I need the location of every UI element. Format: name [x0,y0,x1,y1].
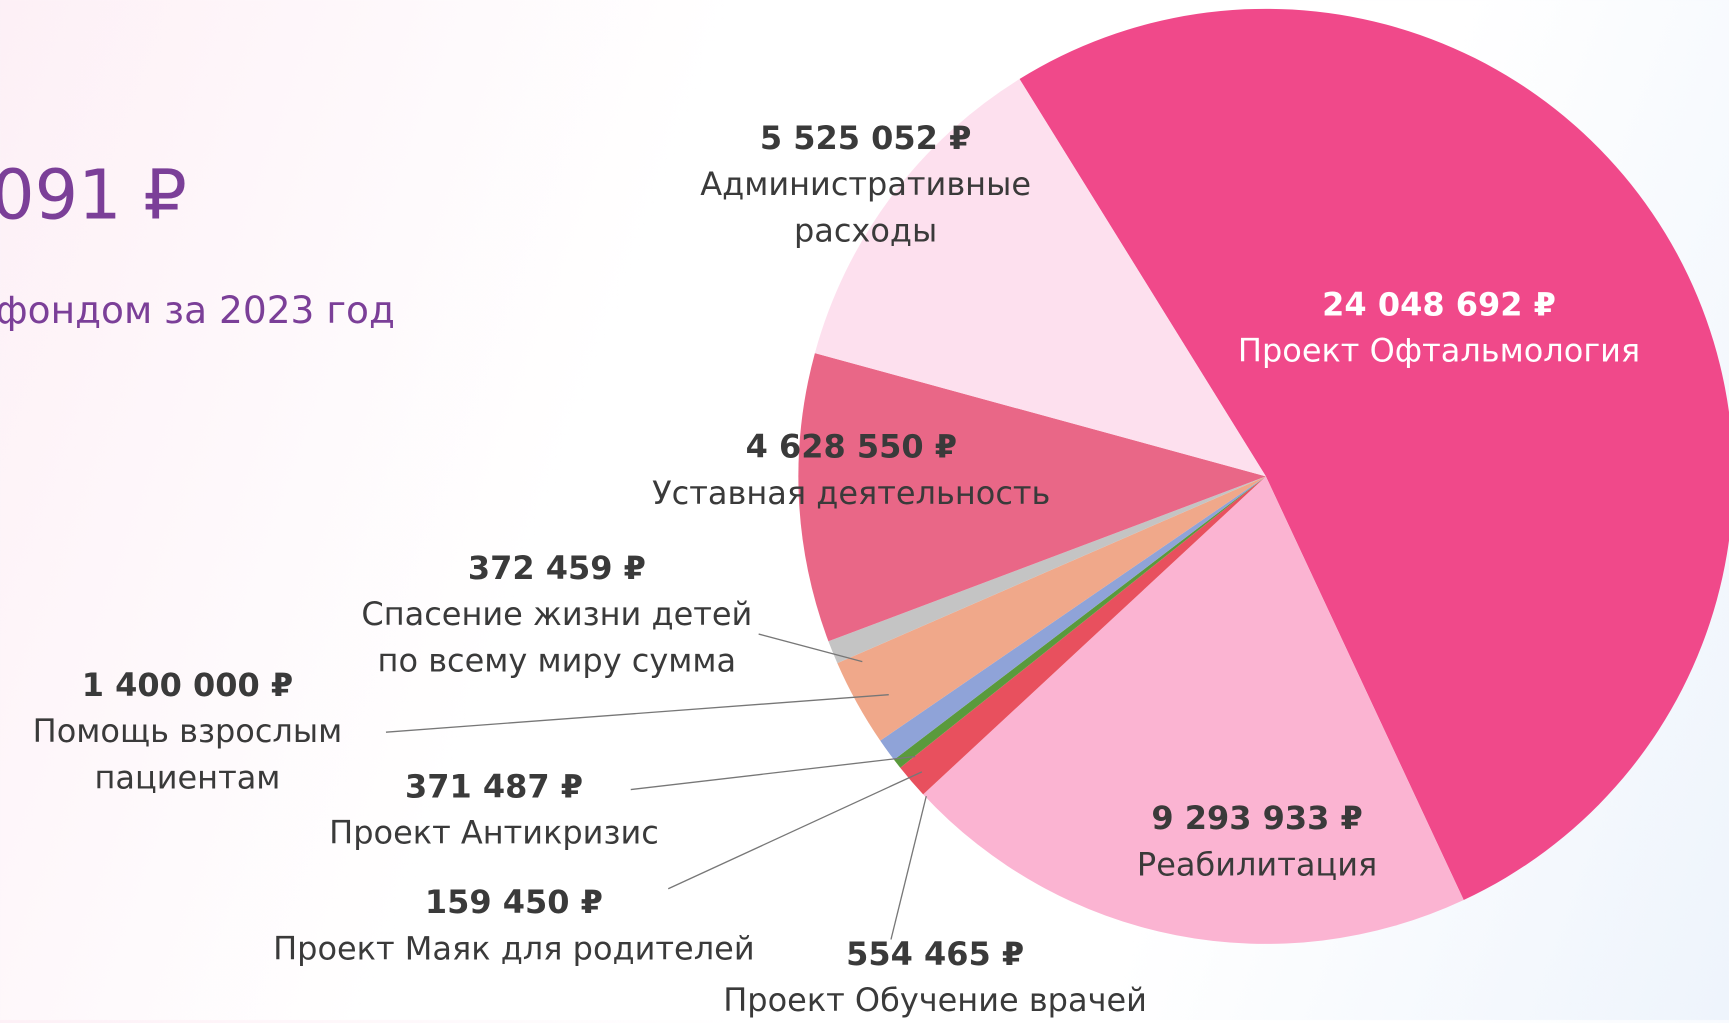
slice [828,476,1266,664]
slice-label: 9 293 933 ₽ Реабилитация [1137,795,1377,888]
slice-label: 372 459 ₽ Спасение жизни детей по всему м… [361,545,752,684]
slice [1019,8,1729,901]
leader-line [890,795,927,940]
slice-label: 24 048 692 ₽ Проект Офтальмология [1238,281,1640,374]
category-label: Спасение жизни детей по всему миру сумма [361,595,753,680]
slice [900,476,1266,795]
slice [798,353,1266,642]
value-label: 9 293 933 ₽ [1151,799,1363,837]
slice-label: 1 400 000 ₽ Помощь взрослым пациентам [33,662,343,801]
subtitle: фондом за 2023 год [0,288,395,334]
value-label: 5 525 052 ₽ [759,119,972,157]
value-label: 4 628 550 ₽ [745,427,957,466]
value-label: 1 400 000 ₽ [81,666,294,704]
category-label: Административные расходы [700,165,1032,250]
category-label: Проект Маяк для родителей [273,929,755,968]
value-label: 159 450 ₽ [424,883,603,921]
leader-line [385,694,889,733]
slice-label: 5 525 052 ₽ Административные расходы [700,115,1031,254]
leader-line [758,633,863,663]
leader-lines [385,633,927,940]
value-label: 24 048 692 ₽ [1322,285,1556,324]
leader-line [667,771,923,890]
slice [923,476,1464,944]
value-label: 554 465 ₽ [846,935,1025,973]
pie [798,8,1729,944]
slice-label: 371 487 ₽ Проект Антикризис [329,763,659,856]
slice-label: 554 465 ₽ Проект Обучение врачей [723,931,1147,1023]
category-label: Помощь взрослым пациентам [32,712,343,797]
category-label: Проект Офтальмология [1237,331,1641,370]
slice [837,476,1266,741]
category-label: Проект Антикризис [329,813,659,852]
slice [814,79,1266,477]
category-label: Проект Обучение врачей [723,981,1147,1019]
leader-line [630,755,916,791]
title: 091 ₽ [0,154,187,235]
slice [894,476,1266,768]
category-label: Реабилитация [1136,845,1378,884]
category-label: Уставная деятельность [652,474,1051,512]
slice-label: 4 628 550 ₽ Уставная деятельность [652,423,1050,516]
slice-label: 159 450 ₽ Проект Маяк для родителей [273,879,755,972]
slice [880,476,1266,760]
value-label: 371 487 ₽ [404,767,584,805]
value-label: 372 459 ₽ [467,549,646,587]
